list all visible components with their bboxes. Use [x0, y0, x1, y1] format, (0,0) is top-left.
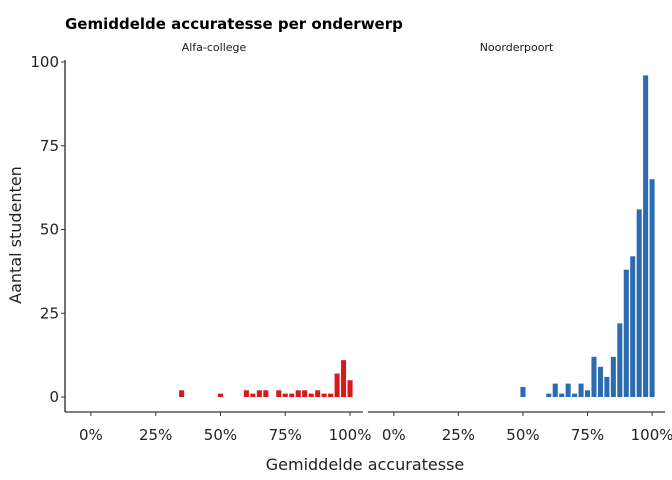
histogram-bar [623, 269, 629, 397]
histogram-bar [302, 390, 308, 397]
x-tick-label: 100% [631, 426, 672, 444]
histogram-bar [347, 380, 353, 397]
histogram-bar [597, 366, 603, 397]
facet-strip-label: Alfa-college [182, 41, 247, 54]
x-axis-title: Gemiddelde accuratesse [266, 455, 465, 474]
histogram-bar [649, 179, 655, 397]
histogram-bar [315, 390, 321, 397]
histogram-bar [572, 393, 578, 397]
histogram-bar [321, 393, 327, 397]
histogram-bar [289, 393, 295, 397]
facet-strip-label: Noorderpoort [480, 41, 554, 54]
histogram-bar [636, 209, 642, 397]
facet-panel: Alfa-college 0% 25% 50% 75% 100% 0 25 50 75 100 [30, 41, 371, 444]
histogram-bar [217, 393, 224, 397]
y-tick-label: 25 [40, 304, 59, 322]
y-tick-label: 100 [30, 53, 59, 71]
histogram-bar [559, 393, 565, 397]
histogram-bar [308, 393, 314, 397]
facet-panel: Noorderpoort 0% 25% 50% 75% 100% [368, 41, 672, 444]
x-tick-label: 0% [79, 426, 103, 444]
histogram-bar [604, 376, 610, 397]
x-tick-label: 75% [269, 426, 302, 444]
x-tick-label: 0% [382, 426, 406, 444]
y-axis-title: Aantal studenten [6, 166, 25, 304]
x-tick-label: 50% [506, 426, 539, 444]
histogram-bar [243, 390, 249, 397]
x-tick-label: 50% [204, 426, 237, 444]
y-tick-label: 50 [40, 221, 59, 239]
x-tick-label: 25% [442, 426, 475, 444]
histogram-bar [617, 323, 623, 397]
histogram-bar [643, 75, 649, 398]
histogram-bar [578, 383, 584, 397]
histogram-bar [295, 390, 301, 397]
histogram-bar [552, 383, 558, 397]
facet-panels: Alfa-college 0% 25% 50% 75% 100% 0 25 50 75 100 Noo… [30, 41, 672, 444]
histogram-bar [341, 360, 347, 397]
histogram-bar [584, 390, 591, 397]
histogram-bar [250, 393, 256, 397]
histogram-bar [565, 383, 571, 397]
y-tick-label: 75 [40, 137, 59, 155]
x-tick-label: 100% [329, 426, 372, 444]
histogram-bar [610, 356, 616, 397]
histogram-bar [546, 393, 552, 397]
histogram-bar [591, 356, 597, 397]
y-tick-label: 0 [49, 388, 59, 406]
histogram-bar [334, 373, 340, 397]
histogram-bar [276, 390, 282, 397]
histogram-bar [263, 390, 269, 397]
chart-title: Gemiddelde accuratesse per onderwerp [65, 15, 403, 33]
x-tick-label: 25% [139, 426, 172, 444]
x-tick-label: 75% [571, 426, 604, 444]
histogram-bar [256, 390, 262, 397]
histogram-bar [520, 386, 526, 397]
histogram-bar [282, 393, 288, 397]
histogram-bar [630, 256, 636, 397]
histogram-bar [328, 393, 334, 397]
histogram-bar [179, 390, 185, 397]
